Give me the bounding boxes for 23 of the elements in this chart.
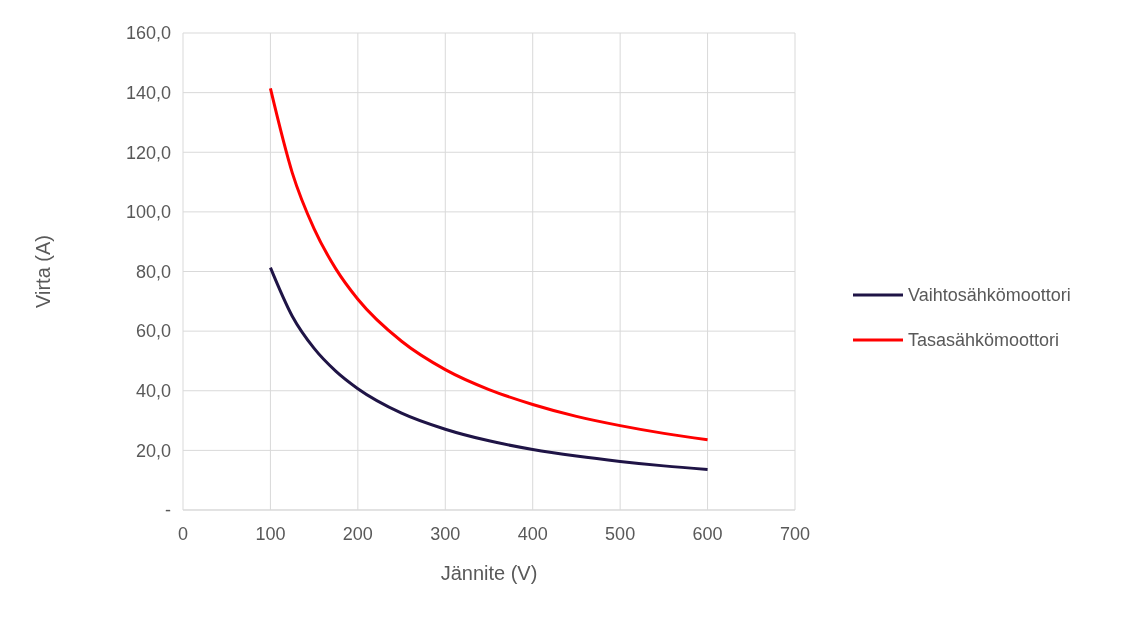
x-axis-title: Jännite (V) (440, 562, 538, 584)
x-tick-label: 500 (605, 524, 636, 544)
x-tick-label: 200 (342, 524, 373, 544)
line-series (268, 86, 710, 442)
x-tick-label: 0 (177, 524, 189, 544)
y-tick-label: 40,0 (135, 381, 171, 402)
y-tick-label: 80,0 (135, 261, 171, 282)
x-tick-label: 600 (692, 524, 723, 544)
y-tick-label: - (165, 500, 171, 521)
y-tick-label: 120,0 (125, 142, 171, 163)
y-tick-label: 20,0 (135, 440, 171, 461)
y-axis-title: Virta (A) (32, 235, 54, 308)
legend-label: Vaihtosähkömoottori (908, 285, 1071, 306)
y-tick-label: 140,0 (125, 82, 171, 103)
x-tick-label: 300 (430, 524, 461, 544)
y-tick-label: 160,0 (125, 23, 171, 44)
line-series (268, 266, 710, 471)
legend-label: Tasasähkömoottori (908, 330, 1060, 351)
y-tick-label: 60,0 (135, 321, 171, 342)
x-tick-label: 100 (255, 524, 286, 544)
y-tick-label: 100,0 (125, 202, 171, 223)
x-tick-label: 400 (517, 524, 548, 544)
x-tick-label: 700 (779, 524, 811, 544)
